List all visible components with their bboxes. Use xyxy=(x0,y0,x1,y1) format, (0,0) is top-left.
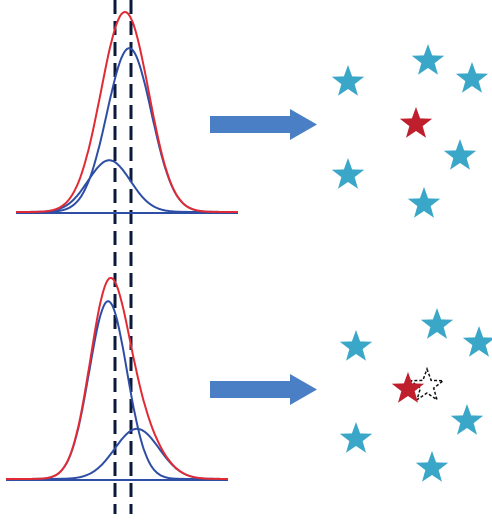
teal-star-icon xyxy=(331,65,365,96)
teal-star-icon xyxy=(339,422,373,453)
bottom-star-cluster xyxy=(339,308,492,482)
red-star-icon xyxy=(391,372,425,403)
teal-star-icon xyxy=(450,404,484,435)
teal-star-icon xyxy=(331,158,365,189)
teal-star-icon xyxy=(415,451,449,482)
top-component-curve-large xyxy=(16,47,238,213)
bottom-arrow xyxy=(210,374,317,405)
teal-star-icon xyxy=(411,44,445,75)
red-star-icon xyxy=(399,107,433,138)
teal-star-icon xyxy=(462,326,492,357)
top-star-cluster xyxy=(331,44,489,218)
teal-star-icon xyxy=(455,62,489,93)
teal-star-icon xyxy=(407,187,441,218)
teal-star-icon xyxy=(443,139,477,170)
bottom-component-curve-large xyxy=(6,300,228,480)
bottom-panel xyxy=(6,277,492,482)
top-panel xyxy=(16,10,489,218)
top-mixture-curve xyxy=(16,10,238,213)
dashed-outline-star-icon xyxy=(408,366,446,402)
top-arrow xyxy=(210,109,317,140)
top-component-curve-small xyxy=(16,159,238,213)
teal-star-icon xyxy=(339,330,373,361)
teal-star-icon xyxy=(420,308,454,339)
bottom-mixture-curve xyxy=(6,277,228,480)
bottom-component-curve-small xyxy=(6,427,228,480)
